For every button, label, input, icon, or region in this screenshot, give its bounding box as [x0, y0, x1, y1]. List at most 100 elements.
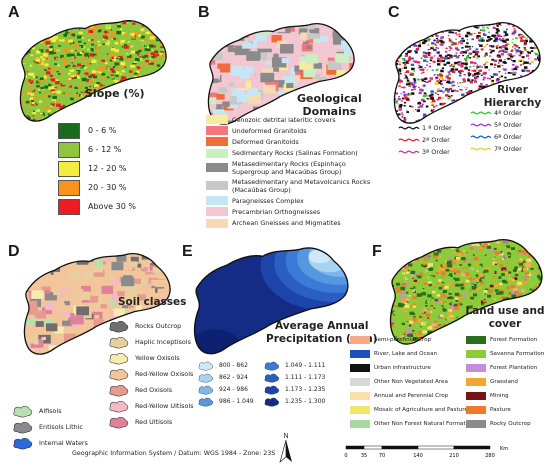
soil-legend-item: Red Oxisols	[108, 382, 193, 398]
land-use-legend-item: Urban infrastructure	[350, 361, 474, 375]
geology-swatch	[206, 126, 228, 135]
scale-segment	[382, 446, 418, 449]
land-use-legend-item: Other Non Forest Natural Formation	[350, 417, 474, 431]
land-use-legend-label: Grassland	[490, 378, 518, 386]
precipitation-legend-label: 986 - 1.049	[219, 398, 254, 406]
scale-segment	[454, 446, 490, 449]
panel-letter-d: D	[8, 243, 20, 261]
slope-legend: 0 - 6 %6 - 12 %12 - 20 %20 - 30 %Above 3…	[58, 121, 136, 216]
geology-legend-label: Archean Gneisses and Migmatites	[232, 219, 341, 227]
river-legend-label: 1 ª Order	[422, 124, 452, 132]
land-use-legend-label: Semi-perennial Crop	[374, 336, 431, 344]
land-use-legend-item: River, Lake and Ocean	[350, 347, 474, 361]
geology-legend-item: Metasedimentary and Metavolcanics Rocks …	[206, 178, 376, 194]
river-line-icon	[470, 109, 492, 117]
precipitation-legend-item: 800 - 862	[197, 360, 254, 372]
geology-legend-label: Paragneisses Complex	[232, 197, 304, 205]
land-use-legend-left: Semi-perennial Crop River, Lake and Ocean…	[350, 333, 474, 431]
scale-segment	[364, 446, 382, 449]
land-use-swatch	[350, 364, 370, 372]
legend-blob-icon	[108, 384, 130, 397]
soil-legend-item: Alfisols	[12, 403, 88, 419]
slope-swatch	[58, 161, 80, 177]
land-use-swatch	[350, 420, 370, 428]
soil-title: Soil classes	[118, 296, 186, 309]
land-use-swatch	[466, 406, 486, 414]
land-use-swatch	[350, 392, 370, 400]
soil-legend-label: Internal Waters	[39, 439, 88, 447]
slope-swatch	[58, 199, 80, 215]
land-use-legend-item: Pasture	[466, 403, 544, 417]
soil-legend-item: Red-Yellow Oxisols	[108, 366, 193, 382]
precipitation-legend-item: 924 - 986	[197, 384, 254, 396]
land-use-legend-label: Rocky Outcrop	[490, 420, 531, 428]
slope-legend-label: 20 - 30 %	[88, 184, 126, 192]
scale-tick-label: 35	[361, 453, 367, 459]
legend-blob-icon	[197, 373, 215, 383]
geology-swatch	[206, 137, 228, 146]
legend-blob-icon	[197, 397, 215, 407]
soil-legend-item: Entisols Lithic	[12, 419, 88, 435]
land-use-swatch	[350, 350, 370, 358]
river-legend-label: 2ª Order	[422, 136, 450, 144]
precipitation-legend-item: 1.111 - 1.173	[263, 372, 325, 384]
scale-segment	[418, 446, 454, 449]
river-legend-label: 5ª Order	[494, 121, 522, 129]
precipitation-legend-item: 986 - 1.049	[197, 396, 254, 408]
soil-legend-item: Rocks Outcrop	[108, 318, 193, 334]
land-use-swatch	[466, 350, 486, 358]
soil-legend-label: Entisols Lithic	[39, 423, 83, 431]
river-line-icon	[398, 136, 420, 144]
precipitation-legend-label: 1.049 - 1.111	[285, 362, 325, 370]
scale-tick-label: 0	[344, 453, 347, 459]
geology-legend-item: Precambrian Orthogneisses	[206, 207, 376, 216]
scale-segment	[346, 446, 364, 449]
soil-legend-item: Red Ultisols	[108, 414, 193, 430]
precipitation-title-line1: Average Annual	[266, 320, 377, 333]
land-use-legend-item: Savanna Formation	[466, 347, 544, 361]
geology-title-line1: Geological	[297, 92, 362, 105]
river-legend-item: 4ª Order	[470, 107, 522, 119]
land-use-swatch	[350, 406, 370, 414]
land-use-title: Land use and cover	[460, 305, 550, 331]
legend-blob-icon	[263, 373, 281, 383]
slope-title: Slope (%)	[85, 87, 145, 100]
geology-legend-label: Cenozoic detrital lateritic covers	[232, 116, 336, 124]
river-legend-label: 7ª Order	[494, 145, 522, 153]
geology-legend-label: Precambrian Orthogneisses	[232, 208, 320, 216]
land-use-swatch	[466, 392, 486, 400]
slope-legend-label: Above 30 %	[88, 203, 136, 211]
soil-legend-item: Haplic Inceptisols	[108, 334, 193, 350]
land-use-legend-item: Annual and Perennial Crop	[350, 389, 474, 403]
land-use-swatch	[350, 336, 370, 344]
geology-legend-item: Sedimentary Rocks (Salinas Formation)	[206, 149, 376, 158]
geology-swatch	[206, 163, 228, 172]
land-use-swatch	[466, 420, 486, 428]
precipitation-legend-label: 924 - 986	[219, 386, 248, 394]
soil-legend-item: Red-Yellow Ultisols	[108, 398, 193, 414]
soil-legend-label: Haplic Inceptisols	[135, 338, 191, 346]
geology-legend-label: Metasedimentary Rocks (Espinhaço Supergr…	[232, 160, 372, 176]
legend-blob-icon	[108, 368, 130, 381]
slope-legend-item: 6 - 12 %	[58, 140, 136, 159]
river-legend-item: 5ª Order	[470, 119, 522, 131]
land-use-legend-item: Mosaic of Agriculture and Pasture	[350, 403, 474, 417]
river-line-icon	[470, 145, 492, 153]
legend-blob-icon	[108, 352, 130, 365]
legend-blob-icon	[263, 361, 281, 371]
land-use-legend-label: Urban infrastructure	[374, 364, 431, 372]
slope-map	[18, 12, 170, 132]
legend-blob-icon	[263, 397, 281, 407]
legend-blob-icon	[108, 416, 130, 429]
geology-legend-item: Cenozoic detrital lateritic covers	[206, 115, 376, 124]
slope-swatch	[58, 123, 80, 139]
geology-legend-item: Deformed Granitoids	[206, 137, 376, 146]
slope-legend-item: 12 - 20 %	[58, 159, 136, 178]
scale-tick-label: 280	[485, 453, 495, 459]
land-use-legend-label: Forest Formation	[490, 336, 537, 344]
